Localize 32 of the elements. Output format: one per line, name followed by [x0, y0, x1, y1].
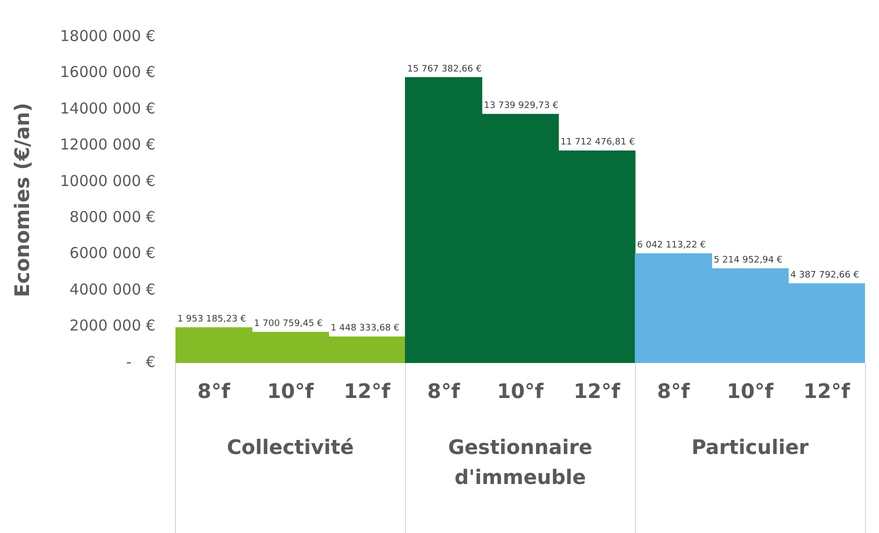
y-tick-label: 12000 000 €	[60, 136, 156, 154]
text: Particulier	[692, 435, 809, 460]
data-label: 1 953 185,23 €	[177, 314, 246, 324]
x-tick-label: 8°f	[197, 379, 230, 404]
data-label: 4 387 792,66 €	[790, 270, 860, 280]
y-tick-label: 18000 000 €	[60, 26, 156, 45]
data-label: 13 739 929,73 €	[484, 101, 559, 111]
data-label: 11 712 476,81 €	[560, 138, 636, 148]
text: Collectivité	[226, 435, 354, 460]
y-tick-label: 4000 000 €	[70, 280, 156, 298]
y-tick-label: - €	[126, 352, 156, 371]
data-label: 1 448 333,68 €	[330, 324, 400, 334]
y-tick-label: 2000 000 €	[70, 316, 156, 335]
y-tick-label: 8000 000 €	[70, 208, 156, 226]
x-tick-label: 8°f	[427, 379, 460, 404]
y-tick-label: 16000 000 €	[60, 63, 156, 82]
x-tick-label: 10°f	[496, 379, 544, 404]
x-tick-label: 10°f	[267, 379, 314, 404]
y-tick-label: 14000 000 €	[60, 99, 156, 118]
data-label: 5 214 952,94 €	[714, 255, 783, 266]
x-tick-label: 12°f	[574, 379, 620, 404]
data-label: 6 042 113,22 €	[637, 240, 706, 250]
x-tick-label: 12°f	[803, 379, 850, 404]
y-tick-label: 6000 000 €	[70, 244, 156, 262]
x-tick-label: 10°f	[726, 379, 774, 404]
x-tick-label: 12°f	[344, 379, 391, 404]
y-axis-title: Economies (€/an)	[10, 102, 34, 298]
data-label: 15 767 382,66 €	[407, 64, 482, 74]
x-tick-label: 8°f	[657, 379, 690, 404]
text: Gestionnaire d'immeuble	[448, 435, 592, 490]
data-label: 1 700 759,45 €	[254, 319, 324, 330]
y-tick-label: 10000 000 €	[60, 172, 156, 190]
